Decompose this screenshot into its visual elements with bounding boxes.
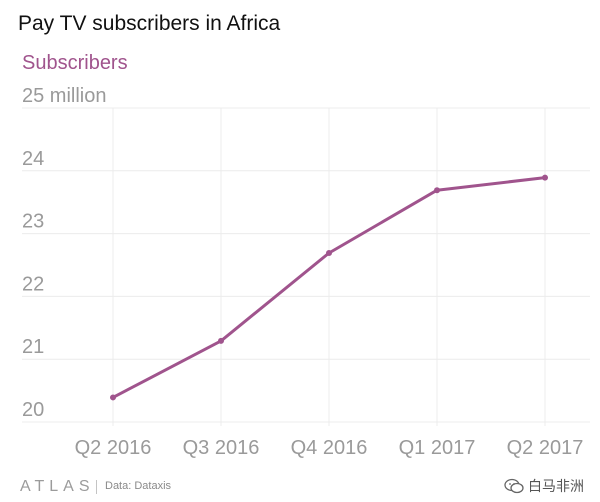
wechat-icon — [504, 478, 524, 494]
atlas-logo-icon: ATLAS — [20, 478, 95, 495]
source-note: Data: Dataxis — [105, 480, 172, 492]
x-tick-label: Q4 2016 — [291, 437, 368, 459]
line-chart: 20 21 22 23 24 25 million Q2 2016 Q3 2016 Q4 201… — [22, 85, 590, 459]
y-tick-label: 22 — [22, 273, 44, 295]
footer-divider — [96, 480, 97, 494]
y-tick-label: 21 — [22, 336, 44, 358]
y-tick-label: 23 — [22, 211, 44, 233]
data-point — [218, 337, 224, 344]
x-tick-label: Q2 2016 — [75, 437, 152, 459]
x-tick-label: Q1 2017 — [399, 437, 476, 459]
y-tick-label: 24 — [22, 148, 44, 170]
data-point — [434, 187, 440, 194]
data-point — [326, 250, 332, 256]
x-tick-label: Q2 2017 — [507, 437, 584, 459]
watermark: 白马非洲 — [504, 474, 584, 498]
y-axis-label: Subscribers — [22, 52, 128, 74]
y-tick-label: 20 — [22, 399, 44, 421]
footer: ATLAS Data: Dataxis 白马非洲 — [0, 474, 600, 502]
watermark-text: 白马非洲 — [528, 478, 584, 494]
data-point — [542, 174, 548, 181]
chart-title: Pay TV subscribers in Africa — [18, 12, 281, 35]
data-point — [110, 394, 116, 401]
x-tick-label: Q3 2016 — [183, 437, 260, 459]
y-tick-label: 25 million — [22, 85, 106, 107]
